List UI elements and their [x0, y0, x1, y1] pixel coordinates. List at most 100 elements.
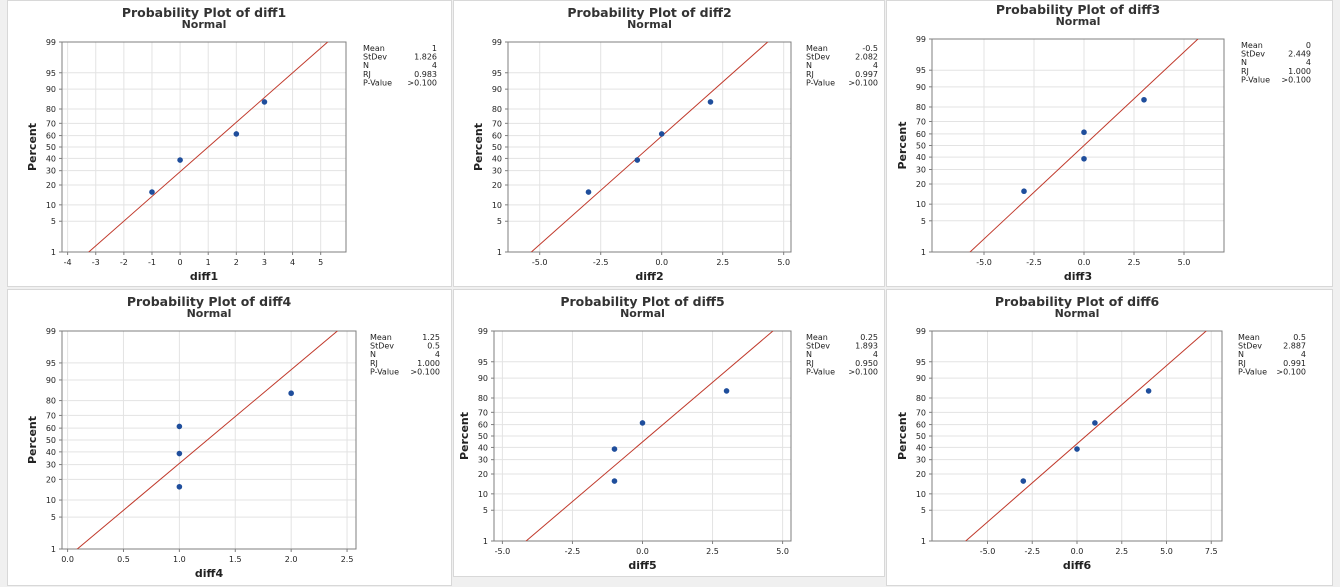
y-tick-label: 5 [921, 506, 926, 515]
x-tick-label: -2.5 [1026, 258, 1042, 267]
stat-label: StDev [806, 342, 830, 351]
x-tick-label: 1.0 [173, 555, 186, 564]
gridlines [494, 330, 791, 542]
fitted-line [525, 331, 774, 541]
stat-value: -0.5 [862, 44, 878, 53]
x-tick-label: -5.0 [980, 547, 996, 556]
chart-subtitle: Normal [627, 18, 672, 31]
x-tick-label: 4 [290, 258, 295, 267]
y-tick-label: 70 [916, 117, 926, 126]
x-tick-label: 0 [178, 258, 183, 267]
y-tick-label: 95 [916, 358, 926, 367]
x-tick-label: 0.0 [655, 258, 668, 267]
y-tick-label: 80 [46, 105, 56, 114]
stat-value: 4 [1301, 350, 1306, 359]
fitted-line [76, 331, 339, 549]
chart-subtitle: Normal [187, 307, 232, 320]
fitted-line [88, 42, 329, 252]
data-point [1021, 188, 1027, 195]
y-tick-label: 90 [46, 376, 56, 385]
chart-title: Probability Plot of diff1 [122, 5, 286, 20]
data-point [288, 390, 294, 397]
stat-label: P-Value [1238, 367, 1267, 376]
x-tick-label: 0.0 [636, 547, 649, 556]
data-point [723, 388, 730, 394]
gridlines [62, 41, 346, 253]
chart-subtitle: Normal [1055, 307, 1100, 320]
y-tick-label: 10 [916, 200, 926, 209]
stat-label: RJ [1238, 359, 1246, 368]
y-tick-label: 10 [916, 490, 926, 499]
stat-label: N [370, 350, 376, 359]
stat-label: P-Value [806, 367, 835, 376]
stat-label: N [1238, 350, 1244, 359]
y-tick-label: 1 [497, 248, 502, 257]
x-tick-label: 2.5 [341, 555, 354, 564]
y-axis-label: Percent [26, 123, 39, 171]
y-tick-label: 5 [483, 506, 488, 515]
y-tick-label: 30 [492, 167, 502, 176]
y-tick-label: 10 [46, 201, 56, 210]
data-point [634, 157, 641, 163]
stat-value: >0.100 [410, 367, 440, 376]
stat-label: N [363, 61, 369, 70]
y-tick-label: 50 [492, 143, 502, 152]
stat-value: 4 [432, 61, 437, 70]
fitted-line [969, 39, 1199, 252]
x-tick-label: -5.0 [976, 258, 992, 267]
stat-value: 4 [1306, 58, 1311, 67]
x-tick-label: -2.5 [1024, 547, 1040, 556]
stat-value: >0.100 [848, 367, 878, 376]
y-tick-label: 20 [46, 181, 56, 190]
y-tick-label: 90 [492, 85, 502, 94]
y-tick-label: 10 [46, 496, 56, 505]
stat-value: 0.950 [855, 359, 878, 368]
stat-label: StDev [370, 342, 394, 351]
y-tick-label: 1 [483, 537, 488, 546]
y-tick-label: 99 [478, 327, 488, 336]
stat-value: 1.826 [414, 53, 437, 62]
stat-value: 1 [432, 44, 437, 53]
data-point [176, 483, 183, 490]
stat-label: Mean [806, 44, 828, 53]
stat-label: StDev [1238, 342, 1262, 351]
x-axis-label: diff4 [195, 567, 224, 580]
y-tick-label: 95 [492, 69, 502, 78]
y-tick-label: 50 [478, 432, 488, 441]
y-tick-label: 95 [46, 359, 56, 368]
stat-label: StDev [1241, 50, 1265, 59]
y-tick-label: 80 [46, 397, 56, 406]
data-point [1020, 478, 1027, 484]
stat-value: >0.100 [1281, 75, 1311, 84]
data-point [707, 99, 714, 105]
stat-label: P-Value [806, 78, 835, 87]
stat-value: 1.25 [422, 333, 440, 342]
y-tick-label: 40 [46, 448, 56, 457]
stat-label: N [1241, 58, 1247, 67]
probability-plot-panel-1: Probability Plot of diff1 Normal 1 5 10 20 30 4… [7, 0, 452, 287]
data-point [585, 189, 592, 195]
data-point [1074, 446, 1080, 452]
stat-label: P-Value [370, 367, 399, 376]
y-tick-label: 60 [46, 424, 56, 433]
data-point [261, 99, 268, 105]
stat-label: N [806, 61, 812, 70]
stat-label: RJ [1241, 67, 1249, 76]
y-axis-label: Percent [472, 123, 485, 171]
y-tick-label: 1 [51, 545, 56, 554]
data-point [639, 420, 646, 426]
x-tick-label: -5.0 [532, 258, 548, 267]
gridlines [932, 38, 1224, 253]
y-tick-label: 30 [916, 456, 926, 465]
y-tick-label: 90 [46, 85, 56, 94]
probability-plot-panel-4: Probability Plot of diff4 Normal 1 5 10 20 30 4… [7, 289, 452, 586]
stat-value: 2.449 [1288, 50, 1311, 59]
x-tick-label: 5.0 [776, 547, 789, 556]
y-tick-label: 5 [51, 217, 56, 226]
y-tick-label: 20 [916, 470, 926, 479]
y-axis-label: Percent [458, 412, 471, 460]
y-tick-label: 90 [916, 83, 926, 92]
